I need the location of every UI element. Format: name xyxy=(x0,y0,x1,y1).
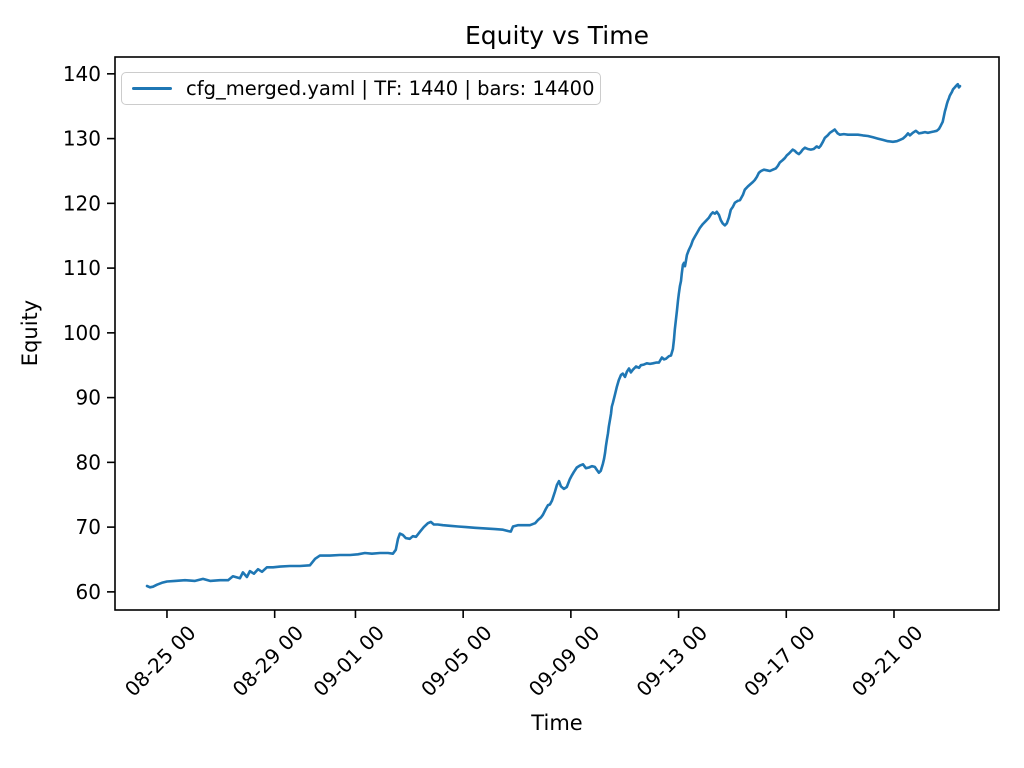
y-tick-label: 140 xyxy=(63,62,101,86)
y-tick-label: 70 xyxy=(76,515,101,539)
y-tick-label: 60 xyxy=(76,580,101,604)
y-tick-label: 110 xyxy=(63,256,101,280)
chart-title: Equity vs Time xyxy=(465,21,649,50)
y-tick-label: 90 xyxy=(76,386,101,410)
x-axis-label: Time xyxy=(531,711,583,735)
x-tick-label: 09-01 00 xyxy=(308,621,389,702)
x-tick-label: 09-05 00 xyxy=(416,621,497,702)
x-tick-label: 09-17 00 xyxy=(739,621,820,702)
legend: cfg_merged.yaml | TF: 1440 | bars: 14400 xyxy=(121,72,601,105)
y-axis-label: Equity xyxy=(18,299,42,367)
legend-label: cfg_merged.yaml | TF: 1440 | bars: 14400 xyxy=(186,77,595,100)
plot-frame xyxy=(114,56,1000,611)
y-tick-label: 130 xyxy=(63,127,101,151)
equity-line xyxy=(145,82,962,589)
y-tick-label: 80 xyxy=(76,450,101,474)
y-tick-label: 100 xyxy=(63,321,101,345)
x-tick-label: 08-25 00 xyxy=(120,621,201,702)
y-tick-label: 120 xyxy=(63,191,101,215)
x-tick-label: 08-29 00 xyxy=(228,621,309,702)
x-tick-label: 09-21 00 xyxy=(847,621,928,702)
x-tick-label: 09-13 00 xyxy=(632,621,713,702)
legend-line-sample xyxy=(132,87,172,90)
x-tick-label: 09-09 00 xyxy=(524,621,605,702)
